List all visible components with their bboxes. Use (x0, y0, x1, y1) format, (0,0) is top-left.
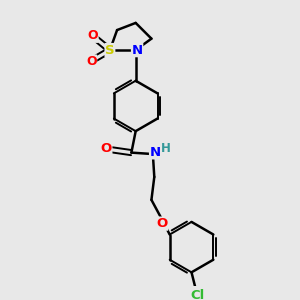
Text: H: H (161, 142, 171, 155)
Text: O: O (87, 29, 98, 42)
Text: O: O (86, 55, 97, 68)
Text: O: O (100, 142, 112, 155)
Text: Cl: Cl (190, 289, 204, 300)
Text: S: S (105, 44, 115, 57)
Text: N: N (150, 146, 161, 159)
Text: N: N (132, 44, 143, 57)
Text: O: O (156, 217, 168, 230)
